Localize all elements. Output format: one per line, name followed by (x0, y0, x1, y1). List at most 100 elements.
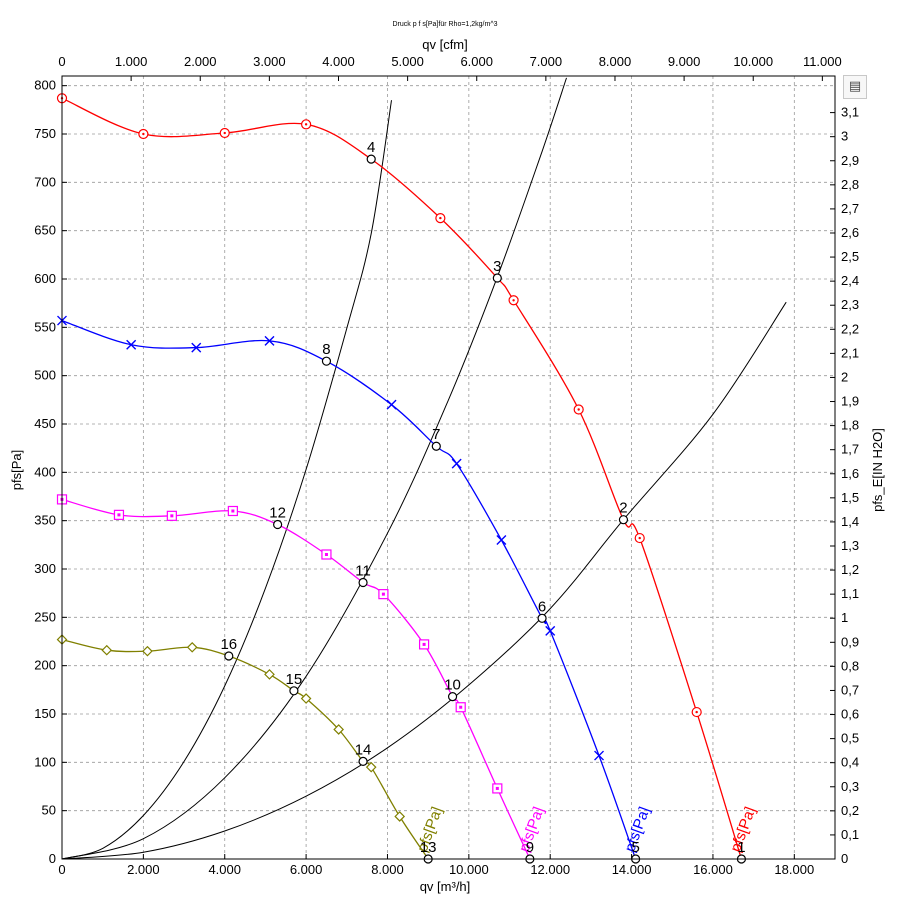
print-button[interactable]: ▤ (843, 75, 867, 99)
curve-marker (333, 724, 345, 735)
operating-point-label: 3 (493, 258, 501, 275)
curve-marker (101, 644, 113, 656)
curve-marker (264, 335, 275, 346)
curve-marker-dot (231, 509, 235, 513)
y2-tick-label: 3,1 (841, 105, 859, 120)
x2-tick-label: 6.000 (460, 54, 493, 69)
y-axis-title: pfs[Pa] (9, 450, 24, 490)
x-tick-label: 12.000 (530, 862, 570, 877)
y-tick-label: 200 (34, 658, 56, 673)
curve-marker (300, 693, 312, 704)
operating-point-marker (537, 613, 547, 623)
curve-marker (594, 750, 605, 761)
y-tick-label: 800 (34, 78, 56, 93)
curve-marker-dot (495, 786, 499, 790)
plot-frame (61, 75, 836, 860)
operating-point-marker (289, 686, 299, 696)
y-tick-label: 0 (49, 851, 56, 866)
operating-point-label: 7 (432, 426, 440, 443)
operating-point-label: 16 (220, 636, 237, 653)
y-tick-label: 450 (34, 416, 56, 431)
y2-tick-label: 1,2 (841, 562, 859, 577)
y2-tick-label: 1 (841, 610, 848, 625)
x2-tick-label: 10.000 (733, 54, 773, 69)
operating-point-marker (358, 577, 368, 588)
curve-marker (545, 625, 556, 636)
operating-point-label: 15 (286, 671, 303, 688)
y2-tick-label: 2,1 (841, 345, 859, 360)
curve-marker (186, 641, 198, 653)
y2-tick-label: 1,5 (841, 490, 859, 505)
x2-tick-label: 3.000 (253, 54, 286, 69)
x-tick-label: 4.000 (208, 862, 241, 877)
y2-tick-label: 2,3 (841, 297, 859, 312)
y2-tick-label: 1,4 (841, 514, 859, 529)
curve-marker-dot (223, 131, 226, 135)
curve-marker (496, 535, 507, 545)
curve-marker (451, 458, 462, 469)
y2-tick-label: 2,2 (841, 321, 859, 336)
x-axis-title: qv [m³/h] (420, 879, 471, 894)
y-tick-label: 300 (34, 561, 56, 576)
y2-tick-label: 0 (841, 851, 848, 866)
y-tick-label: 400 (34, 464, 56, 479)
y2-tick-label: 1,9 (841, 394, 859, 409)
y2-tick-label: 2 (841, 369, 848, 384)
curve-markers (56, 93, 702, 822)
curve-marker-dot (324, 553, 328, 556)
operating-point-marker (321, 356, 332, 366)
fan-curve-1 (61, 97, 743, 860)
y2-tick-label: 2,4 (841, 273, 859, 288)
x-tick-label: 16.000 (693, 862, 733, 877)
y2-tick-label: 1,6 (841, 466, 859, 481)
print-icon: ▤ (848, 79, 862, 94)
y-tick-label: 700 (34, 174, 56, 189)
y2-tick-label: 2,9 (841, 153, 859, 168)
y-tick-label: 250 (34, 609, 56, 624)
x2-tick-label: 8.000 (599, 54, 632, 69)
y2-axis-title: pfs_E[IN H2O] (870, 428, 885, 512)
curve-marker (386, 399, 397, 410)
y-tick-label: 150 (34, 706, 56, 721)
operating-point-label: 4 (367, 139, 375, 156)
system-curve-2 (61, 77, 567, 860)
chart-title: Druck p f s[Pa]für Rho=1,2kg/m^3 (392, 21, 497, 28)
x2-axis-title: qv [cfm] (422, 37, 468, 52)
operating-point-label: 6 (538, 598, 546, 615)
curve-marker (264, 669, 275, 680)
y2-tick-label: 3 (841, 129, 848, 144)
curve-marker (142, 645, 153, 657)
curve-marker-dot (381, 592, 385, 596)
curve-marker (365, 761, 377, 773)
x-tick-label: 10.000 (449, 862, 489, 877)
curve-marker-dot (638, 536, 641, 540)
operating-point-label: 2 (619, 500, 627, 517)
x-tick-label: 14.000 (612, 862, 652, 877)
y-tick-label: 600 (34, 271, 56, 286)
curve-marker-dot (512, 299, 515, 302)
operating-point-marker (618, 515, 629, 525)
operating-point-marker (358, 756, 368, 766)
x2-tick-label: 2.000 (184, 54, 217, 69)
y2-tick-label: 2,7 (841, 201, 859, 216)
y-tick-label: 750 (34, 126, 56, 141)
x2-tick-label: 4.000 (322, 54, 355, 69)
y2-tick-label: 0,8 (841, 658, 859, 673)
y2-tick-label: 2,8 (841, 177, 859, 192)
operating-point-marker (492, 273, 502, 283)
y2-tick-label: 1,3 (841, 538, 859, 553)
operating-point-marker (273, 519, 283, 530)
y-tick-label: 50 (42, 803, 56, 818)
fan-curves: pfs[Pa]pfs[Pa]pfs[Pa]pfs[Pa] (61, 97, 759, 860)
system-curve-3 (61, 301, 787, 860)
x-tick-label: 8.000 (371, 862, 404, 877)
fan-curve-2 (61, 319, 637, 860)
curve-marker-dot (439, 216, 442, 220)
operating-point-marker (431, 441, 441, 451)
y2-tick-label: 0,9 (841, 634, 859, 649)
operating-point-marker (447, 691, 458, 702)
x2-tick-label: 11.000 (803, 54, 842, 69)
